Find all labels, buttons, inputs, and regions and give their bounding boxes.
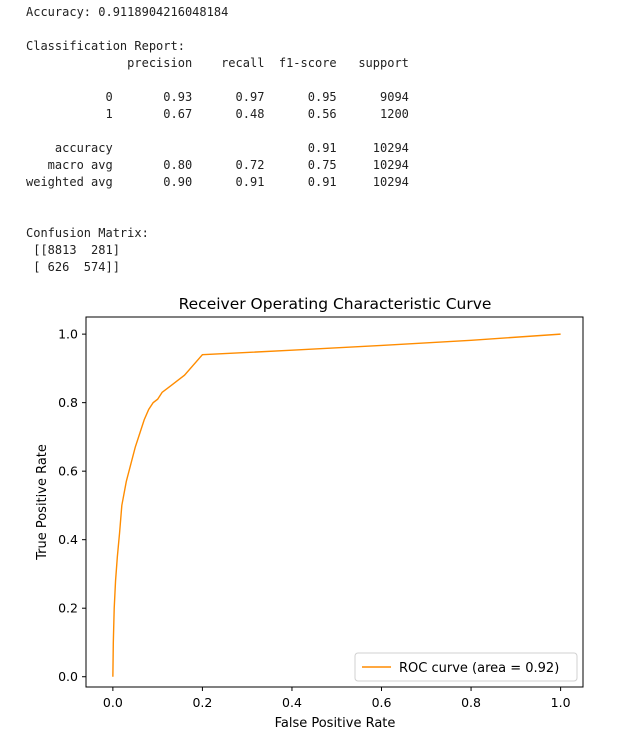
y-axis: 0.0 0.2 0.4 0.6 0.8 1.0 xyxy=(58,327,86,684)
blank-line xyxy=(26,208,33,225)
report-row-1: 1 0.67 0.48 0.56 1200 xyxy=(26,107,409,121)
legend-box xyxy=(354,652,578,682)
legend: ROC curve (area = 0.92) xyxy=(354,652,578,682)
blank-line xyxy=(26,72,33,89)
x-tick-label: 0.2 xyxy=(192,695,212,710)
x-tick-label: 0.0 xyxy=(103,695,123,710)
report-header: precision recall f1-score support xyxy=(26,56,409,70)
roc-curve-line xyxy=(112,333,561,677)
y-tick-label: 0.4 xyxy=(58,532,78,547)
y-tick-label: 0.6 xyxy=(58,464,78,479)
confusion-matrix-title: Confusion Matrix: xyxy=(26,226,149,240)
accuracy-line: Accuracy: 0.9118904216048184 xyxy=(26,5,229,19)
report-accuracy-row: accuracy 0.91 10294 xyxy=(26,141,409,155)
y-axis-label: True Positive Rate xyxy=(35,444,50,561)
y-tick-label: 0.2 xyxy=(58,601,78,616)
x-tick-label: 0.8 xyxy=(461,695,481,710)
report-row-0: 0 0.93 0.97 0.95 9094 xyxy=(26,90,409,104)
axes-frame xyxy=(85,316,584,688)
blank-line xyxy=(26,191,33,208)
y-tick-label: 0.8 xyxy=(58,395,78,410)
y-tick-label: 1.0 xyxy=(58,327,78,342)
x-tick-label: 0.6 xyxy=(372,695,392,710)
chart-title: Receiver Operating Characteristic Curve xyxy=(179,295,492,313)
y-tick-label: 0.0 xyxy=(58,669,78,684)
confusion-matrix-row-1: [[8813 281] xyxy=(26,243,120,257)
confusion-matrix-row-2: [ 626 574]] xyxy=(26,260,120,274)
roc-chart: Receiver Operating Characteristic Curve … xyxy=(35,295,584,731)
blank-line xyxy=(26,123,33,140)
legend-label: ROC curve (area = 0.92) xyxy=(399,661,559,676)
x-axis-label: False Positive Rate xyxy=(275,716,396,731)
blank-line xyxy=(26,21,33,38)
report-title: Classification Report: xyxy=(26,39,185,53)
x-tick-label: 0.4 xyxy=(282,695,302,710)
x-tick-label: 1.0 xyxy=(551,695,571,710)
report-macro-avg-row: macro avg 0.80 0.72 0.75 10294 xyxy=(26,158,409,172)
report-weighted-avg-row: weighted avg 0.90 0.91 0.91 10294 xyxy=(26,175,409,189)
x-axis: 0.0 0.2 0.4 0.6 0.8 1.0 xyxy=(103,687,571,710)
